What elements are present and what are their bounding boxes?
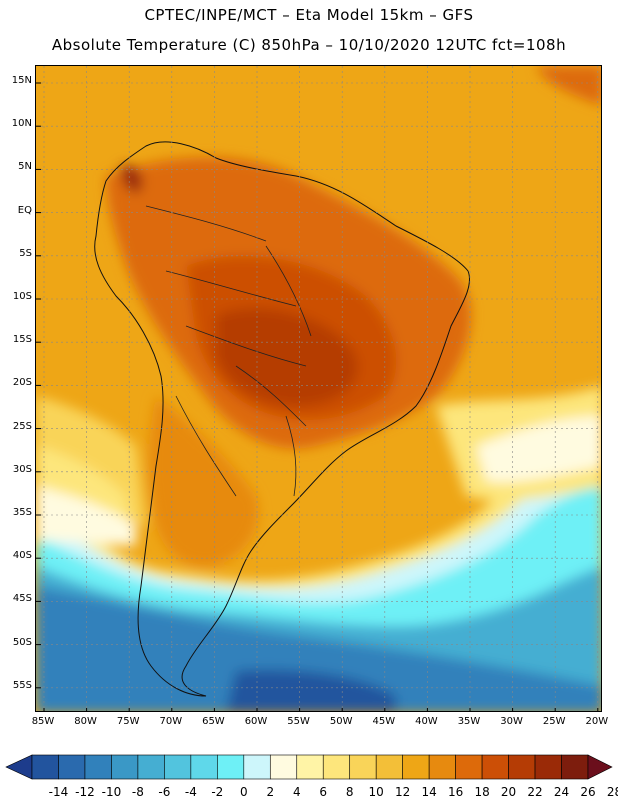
latitude-label: 40S xyxy=(12,550,32,562)
colorbar-swatch xyxy=(508,754,536,780)
colorbar-swatch xyxy=(481,754,509,780)
colorbar-swatch xyxy=(164,754,192,780)
colorbar-tick-label: 4 xyxy=(293,785,301,799)
longitude-label: 60W xyxy=(244,716,268,727)
latitude-label: 10N xyxy=(11,118,32,130)
latitude-label: 35S xyxy=(12,507,32,518)
colorbar-tick-label: 26 xyxy=(580,785,595,799)
colorbar-tick-label: 16 xyxy=(448,785,463,799)
colorbar-swatch xyxy=(58,754,86,780)
colorbar-tick-label: 28 xyxy=(607,785,618,799)
colorbar-tick-label: -4 xyxy=(185,785,197,799)
colorbar-tick-label: -14 xyxy=(49,785,69,799)
temperature-colorbar: -14 -12 -10 -8 -6 -4 -2 0 2 4 6 8 10 12 14 16 18 20 22 24 26… xyxy=(5,754,618,799)
longitude-label: 50W xyxy=(329,716,353,727)
longitude-label: 85W xyxy=(31,716,55,727)
colorbar-tick-label: 20 xyxy=(501,785,516,799)
colorbar-swatch xyxy=(217,754,245,780)
colorbar-tick-label: 2 xyxy=(266,785,274,799)
colorbar-tick-label: 24 xyxy=(554,785,569,799)
latitude-label: 45S xyxy=(12,593,32,605)
colorbar-tick-label: -6 xyxy=(158,785,170,799)
colorbar-swatch xyxy=(243,754,271,780)
longitude-label: 45W xyxy=(372,716,396,727)
longitude-label: 30W xyxy=(500,716,523,727)
colorbar-tick-label: 0 xyxy=(240,785,248,799)
temperature-field xyxy=(36,66,601,711)
latitude-label: 10S xyxy=(12,291,32,302)
colorbar-arrow-high xyxy=(587,754,613,780)
latitude-label: 50S xyxy=(12,636,32,648)
latitude-label: 15N xyxy=(11,75,32,86)
longitude-label: 40W xyxy=(415,716,438,727)
colorbar-tick-label: 10 xyxy=(369,785,384,799)
colorbar-swatch xyxy=(561,754,589,780)
longitude-label: 20W xyxy=(585,716,609,727)
latitude-label: EQ xyxy=(17,204,32,216)
longitude-label: 65W xyxy=(202,716,225,727)
colorbar-tick-label: 14 xyxy=(422,785,437,799)
longitude-label: 35W xyxy=(457,716,481,727)
longitude-label: 75W xyxy=(116,716,140,727)
colorbar-swatch xyxy=(428,754,456,780)
colorbar-swatch xyxy=(534,754,562,780)
colorbar-tick-label: -12 xyxy=(75,785,95,799)
colorbar-tick-label: -8 xyxy=(132,785,144,799)
colorbar-tick-label: 8 xyxy=(346,785,354,799)
colorbar-swatch xyxy=(322,754,351,780)
colorbar-tick-label: 22 xyxy=(527,785,542,799)
longitude-label: 25W xyxy=(542,716,566,727)
latitude-label: 15S xyxy=(12,334,32,346)
longitude-label: 70W xyxy=(159,716,183,727)
colorbar-swatch xyxy=(111,754,139,780)
latitude-label: 5S xyxy=(19,247,32,259)
latitude-label: 55S xyxy=(12,679,32,691)
longitude-label: 80W xyxy=(74,716,97,727)
colorbar-swatch xyxy=(349,754,377,780)
colorbar-swatch xyxy=(269,754,298,780)
latitude-label: 20S xyxy=(12,377,32,389)
colorbar-swatch xyxy=(190,754,218,780)
colorbar-tick-label: -10 xyxy=(102,785,122,799)
latitude-label: 30S xyxy=(12,463,32,475)
colorbar-tick-label: 18 xyxy=(474,785,489,799)
colorbar-swatch xyxy=(296,754,324,780)
latitude-label: 5N xyxy=(18,161,32,173)
map-subtitle: Absolute Temperature (C) 850hPa – 10/10/… xyxy=(51,36,567,54)
latitude-label: 25S xyxy=(12,420,32,432)
colorbar-swatch xyxy=(84,754,112,780)
colorbar-swatch xyxy=(31,754,59,780)
colorbar-tick-label: 12 xyxy=(395,785,410,799)
colorbar-swatch xyxy=(375,754,403,780)
colorbar-tick-label: 6 xyxy=(319,785,327,799)
temperature-map xyxy=(35,65,602,712)
colorbar-swatch xyxy=(455,754,483,780)
longitude-label: 55W xyxy=(287,716,310,727)
colorbar-arrow-low xyxy=(5,754,33,780)
colorbar-tick-label: -2 xyxy=(211,785,223,799)
map-title: CPTEC/INPE/MCT – Eta Model 15km – GFS xyxy=(144,6,474,24)
colorbar-swatch xyxy=(137,754,165,780)
colorbar-swatch xyxy=(402,754,430,780)
